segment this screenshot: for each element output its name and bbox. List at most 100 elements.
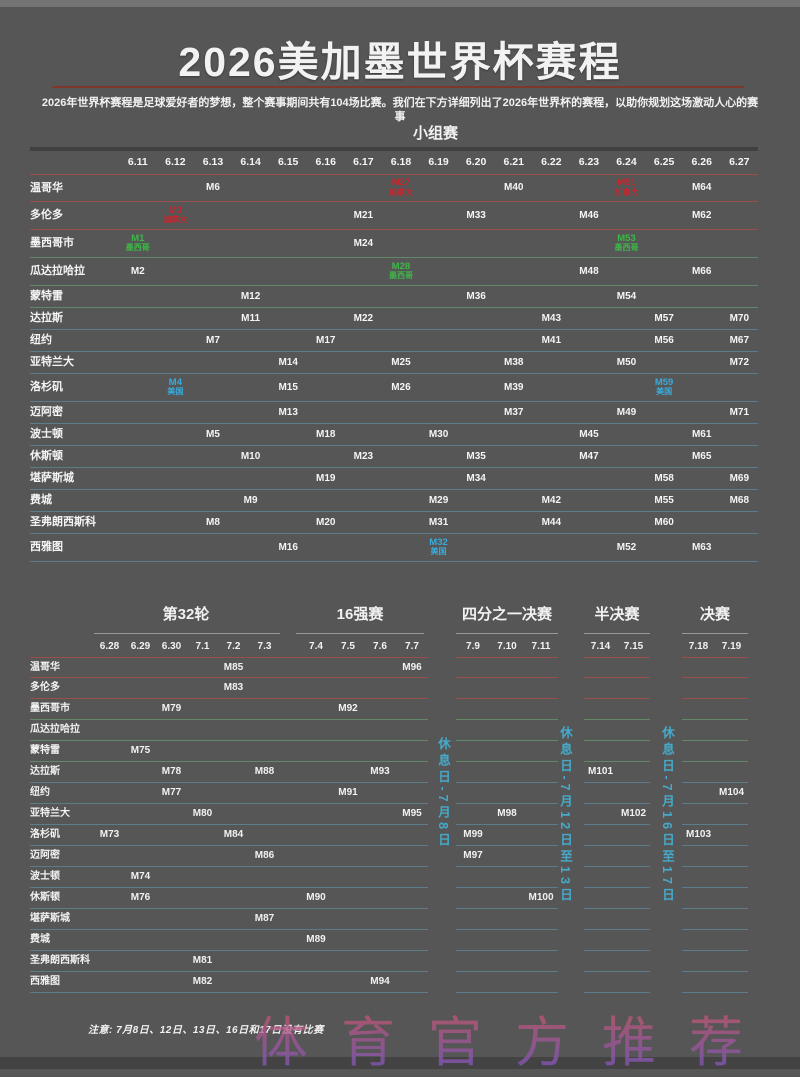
date-label: 6.20 xyxy=(465,156,487,169)
date-label: 7.18 xyxy=(688,641,709,652)
match-number: M82 xyxy=(192,976,213,987)
date-label: 7.19 xyxy=(721,641,742,652)
match-number: M22 xyxy=(353,312,374,324)
match-cell: M1 墨西哥 xyxy=(119,233,157,253)
match-number: M16 xyxy=(278,541,298,553)
schedule-row xyxy=(682,657,748,678)
city-label: 蒙特雷 xyxy=(30,290,63,302)
note: 注意: 7月8日、12日、13日、16日和17日没有比赛 xyxy=(88,1025,324,1036)
match-number: M58 xyxy=(654,472,674,484)
match-number: M88 xyxy=(254,766,275,777)
group-stage-table: 6.11 6.12 6.13 6.14 6.15 6.16 6.17 6.18 6.19 6.20… xyxy=(30,147,759,562)
match-number: M80 xyxy=(192,808,213,819)
match-number: M4 xyxy=(168,376,182,388)
host-team-label: 墨西哥 xyxy=(125,243,150,253)
city-label: 费城 xyxy=(30,934,50,945)
schedule-row: 亚特兰大 M80 M95 xyxy=(30,804,428,825)
match-number: M63 xyxy=(691,541,712,553)
match-number: M48 xyxy=(579,265,599,277)
schedule-row xyxy=(682,951,748,972)
schedule-row xyxy=(584,888,650,909)
match-number: M102 xyxy=(620,808,646,819)
match-number: M70 xyxy=(729,312,750,324)
group-stage-title: 小组赛 xyxy=(412,125,458,142)
match-number: M67 xyxy=(729,334,750,346)
date-label: 7.3 xyxy=(257,641,272,652)
city-label: 多伦多 xyxy=(30,209,63,221)
match-number: M100 xyxy=(528,892,554,903)
city-label: 纽约 xyxy=(30,334,52,346)
schedule-row xyxy=(456,741,558,762)
schedule-row xyxy=(584,657,650,678)
match-number: M18 xyxy=(316,428,336,440)
knockout-date-header: 7.14 7.15 xyxy=(584,637,650,657)
city-label: 达拉斯 xyxy=(30,766,60,777)
match-number: M85 xyxy=(223,661,244,673)
match-number: M53 xyxy=(617,232,636,244)
city-label: 堪萨斯城 xyxy=(30,472,74,484)
match-number: M6 xyxy=(206,182,220,193)
photo-edge-top xyxy=(0,0,800,7)
date-label: 7.10 xyxy=(497,641,517,652)
match-number: M57 xyxy=(654,312,674,324)
date-label: 7.11 xyxy=(531,641,551,652)
schedule-row xyxy=(584,909,650,930)
city-label: 西雅图 xyxy=(30,541,63,553)
schedule-row: 西雅图 M16 M32 美国 M52 M63 xyxy=(30,534,759,562)
date-label: 7.6 xyxy=(373,641,387,652)
schedule-row xyxy=(584,741,650,762)
match-number: M5 xyxy=(206,428,220,440)
semifinal-table: 7.14 7.15 M101 M102 xyxy=(584,637,650,993)
schedule-row xyxy=(456,783,558,804)
match-number: M90 xyxy=(306,892,326,903)
schedule-row xyxy=(682,867,748,888)
schedule-row: 波士顿 M5 M18 M30 M45 M61 xyxy=(30,424,759,446)
match-number: M21 xyxy=(353,209,374,221)
city-label: 西雅图 xyxy=(30,976,60,987)
schedule-row: M103 xyxy=(682,825,748,846)
match-number: M97 xyxy=(463,850,483,861)
match-cell: M4 美国 xyxy=(157,376,195,397)
date-label: 6.21 xyxy=(503,156,524,169)
schedule-row xyxy=(584,972,650,993)
schedule-row xyxy=(584,951,650,972)
match-number: M12 xyxy=(240,290,261,302)
round-title: 第32轮 xyxy=(162,606,210,623)
city-label: 纽约 xyxy=(30,787,50,798)
match-number: M94 xyxy=(370,976,390,987)
city-label: 费城 xyxy=(30,494,52,506)
schedule-row xyxy=(456,972,558,993)
schedule-row xyxy=(682,888,748,909)
schedule-row: 瓜达拉哈拉 M2 M28 墨西哥 M48 M66 xyxy=(30,258,759,286)
match-number: M104 xyxy=(718,787,744,798)
host-team-label: 美国 xyxy=(167,387,184,397)
quarterfinal-table: 7.9 7.10 7.11 M98 M99 M97 M100 xyxy=(456,637,558,993)
match-number: M72 xyxy=(729,356,750,368)
schedule-row: 堪萨斯城 M87 xyxy=(30,909,428,930)
city-label: 温哥华 xyxy=(30,661,60,673)
match-number: M45 xyxy=(579,428,599,440)
date-label: 7.5 xyxy=(341,641,355,652)
match-number: M44 xyxy=(541,516,562,528)
schedule-row: 纽约 M77 M91 xyxy=(30,783,428,804)
schedule-row: 费城 M9 M29 M42 M55 M68 xyxy=(30,490,759,512)
date-label: 6.29 xyxy=(130,641,151,652)
match-number: M34 xyxy=(466,472,486,484)
city-label: 休斯顿 xyxy=(30,450,63,462)
schedule-row: M97 xyxy=(456,846,558,867)
match-number: M74 xyxy=(130,871,151,882)
date-label: 7.14 xyxy=(590,641,611,652)
schedule-row: 圣弗朗西斯科 M8 M20 M31 M44 M60 xyxy=(30,512,759,534)
final-table: 7.18 7.19 M104 M103 xyxy=(682,637,748,993)
city-label: 圣弗朗西斯科 xyxy=(30,955,90,966)
match-number: M2 xyxy=(130,265,145,277)
match-number: M81 xyxy=(192,955,213,966)
city-label: 迈阿密 xyxy=(30,850,60,861)
match-number: M62 xyxy=(691,209,712,221)
date-label: 6.23 xyxy=(578,156,600,169)
city-label: 达拉斯 xyxy=(30,312,63,324)
match-cell: M27 加拿大 xyxy=(382,177,420,197)
schedule-row: 洛杉矶 M73 M84 xyxy=(30,825,428,846)
schedule-row xyxy=(682,804,748,825)
schedule-row xyxy=(456,762,558,783)
